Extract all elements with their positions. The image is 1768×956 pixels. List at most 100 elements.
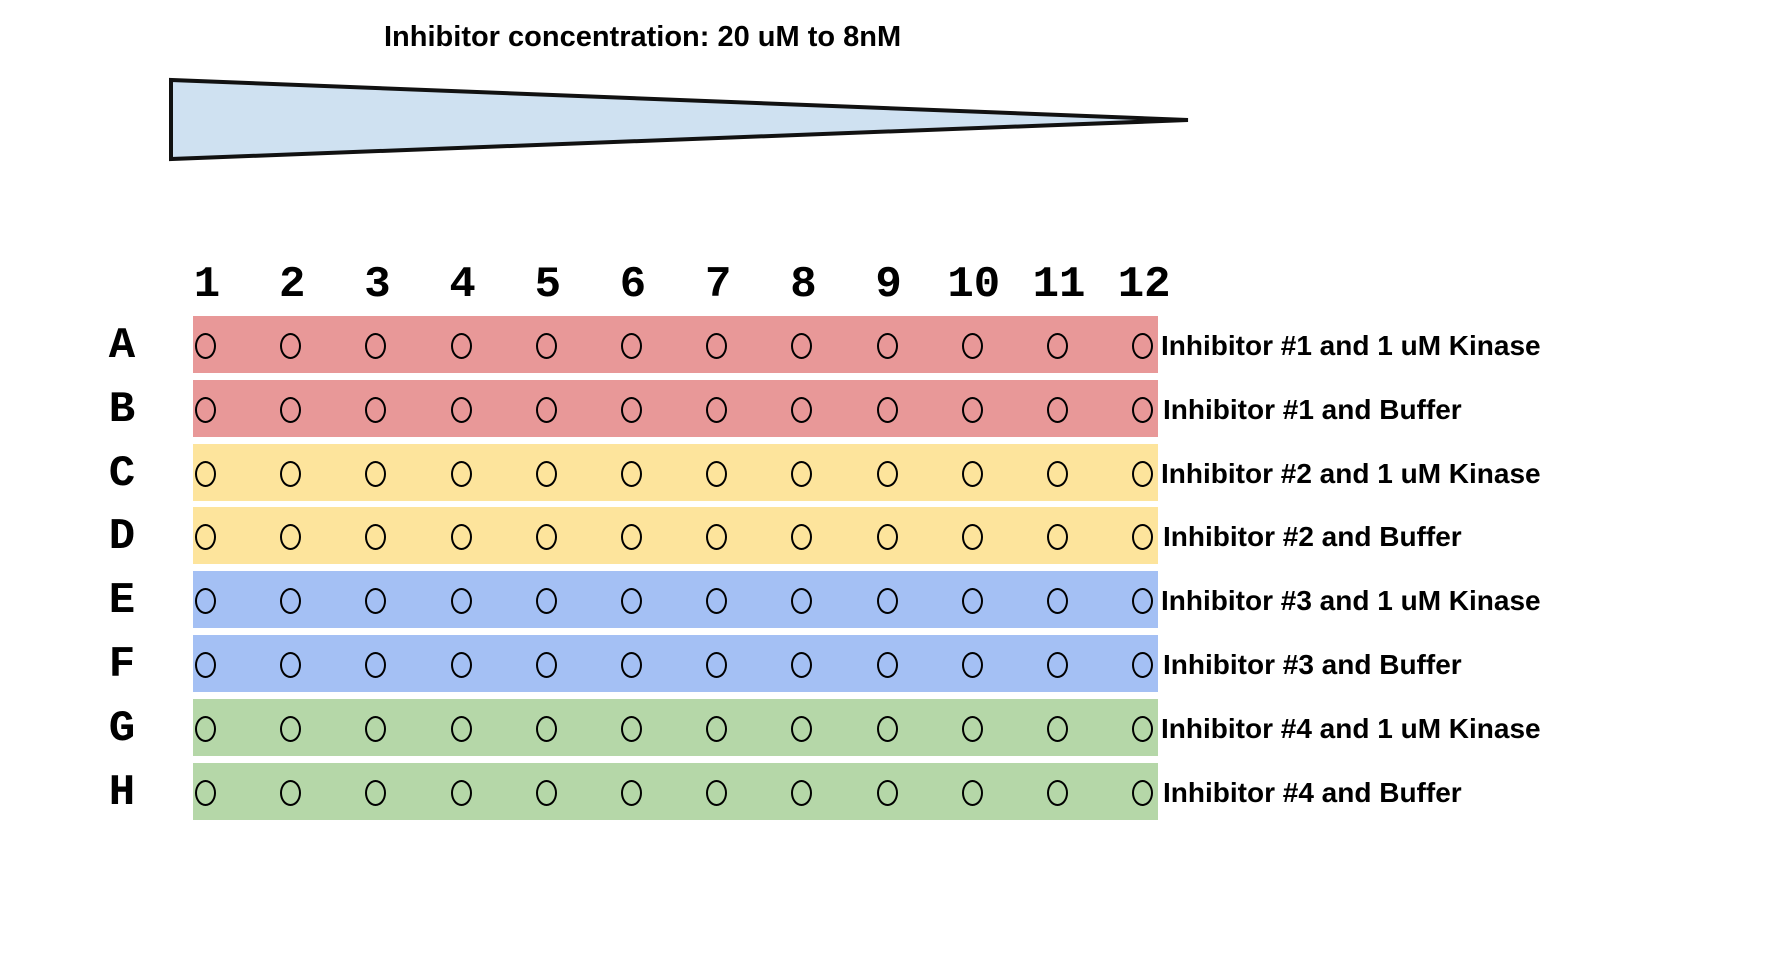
well-d5: [535, 524, 557, 551]
well-d3: [365, 524, 387, 551]
well-g5: [535, 715, 557, 742]
row-label-c: C: [108, 448, 136, 499]
column-label-3: 3: [364, 260, 391, 310]
well-h12: [1132, 779, 1154, 806]
column-label-2: 2: [278, 260, 306, 310]
well-h9: [876, 779, 898, 806]
well-f1: [195, 652, 216, 678]
well-c7: [706, 460, 728, 487]
row-label-g: G: [108, 703, 136, 754]
well-f10: [961, 652, 983, 678]
well-e12: [1132, 588, 1154, 615]
well-c3: [365, 460, 387, 487]
column-label-7: 7: [704, 260, 732, 310]
well-e5: [535, 588, 557, 615]
column-label-9: 9: [875, 260, 902, 310]
well-g3: [365, 715, 387, 742]
well-a8: [791, 333, 813, 359]
row-band-g: [193, 698, 1158, 756]
well-d11: [1047, 524, 1068, 551]
well-d9: [876, 524, 898, 551]
row-label-e: E: [108, 576, 136, 627]
row-band-a: [193, 316, 1158, 373]
column-label-5: 5: [534, 260, 561, 310]
well-a6: [621, 333, 642, 359]
well-f6: [621, 652, 642, 678]
well-g11: [1047, 715, 1068, 742]
well-h6: [621, 779, 642, 806]
well-d12: [1132, 524, 1154, 551]
row-description-g: Inhibitor #4 and 1 uM Kinase: [1161, 712, 1541, 744]
well-b2: [280, 396, 302, 423]
well-c5: [535, 460, 557, 487]
row-label-h: H: [108, 767, 136, 818]
well-h5: [535, 779, 557, 806]
column-label-10: 10: [947, 260, 1001, 310]
well-d4: [450, 524, 472, 551]
well-f9: [876, 652, 898, 678]
well-b7: [706, 396, 728, 423]
well-h11: [1047, 779, 1068, 806]
well-f2: [280, 652, 302, 678]
well-g1: [195, 715, 216, 742]
well-a5: [535, 333, 557, 359]
well-c9: [876, 460, 898, 487]
row-band-e: [193, 571, 1158, 629]
well-g7: [706, 715, 728, 742]
row-description-e: Inhibitor #3 and 1 uM Kinase: [1161, 585, 1541, 617]
well-b5: [535, 396, 557, 423]
column-label-8: 8: [790, 260, 817, 310]
row-description-d: Inhibitor #2 and Buffer: [1163, 521, 1462, 553]
column-label-6: 6: [619, 260, 647, 310]
well-g12: [1132, 715, 1154, 742]
well-h7: [706, 779, 728, 806]
concentration-gradient-wedge: [169, 77, 1189, 162]
row-band-d: [193, 507, 1158, 565]
well-f5: [535, 652, 557, 678]
row-label-b: B: [108, 384, 136, 435]
well-h1: [195, 779, 216, 806]
well-c12: [1132, 460, 1154, 487]
well-h4: [450, 779, 472, 806]
well-b11: [1047, 396, 1068, 423]
well-b10: [961, 396, 983, 423]
well-a12: [1132, 333, 1154, 359]
well-b3: [365, 396, 387, 423]
row-description-a: Inhibitor #1 and 1 uM Kinase: [1161, 330, 1541, 361]
row-description-f: Inhibitor #3 and Buffer: [1163, 649, 1462, 680]
well-f12: [1132, 652, 1154, 678]
well-e3: [365, 588, 387, 615]
well-c8: [791, 460, 813, 487]
well-e11: [1047, 588, 1068, 615]
well-c10: [961, 460, 983, 487]
concentration-title: Inhibitor concentration: 20 uM to 8nM: [384, 21, 902, 53]
well-c1: [195, 460, 216, 487]
well-h10: [961, 779, 983, 806]
well-g10: [961, 715, 983, 742]
well-a11: [1047, 333, 1068, 359]
well-c11: [1047, 460, 1068, 487]
well-a10: [961, 333, 983, 359]
row-description-c: Inhibitor #2 and 1 uM Kinase: [1161, 457, 1541, 489]
well-f3: [365, 652, 387, 678]
well-g9: [876, 715, 898, 742]
column-label-12: 12: [1117, 260, 1171, 310]
well-g2: [280, 715, 302, 742]
well-b4: [450, 396, 472, 423]
well-e10: [961, 588, 983, 615]
well-a9: [876, 333, 898, 359]
well-c4: [450, 460, 472, 487]
row-description-b: Inhibitor #1 and Buffer: [1163, 393, 1462, 425]
well-f7: [706, 652, 728, 678]
column-label-11: 11: [1032, 260, 1086, 310]
well-h3: [365, 779, 387, 806]
row-band-b: [193, 379, 1158, 437]
well-g8: [791, 715, 813, 742]
well-b8: [791, 396, 813, 423]
well-c6: [621, 460, 642, 487]
well-b12: [1132, 396, 1154, 423]
well-e1: [195, 588, 216, 615]
well-f4: [450, 652, 472, 678]
well-g4: [450, 715, 472, 742]
well-f8: [791, 652, 813, 678]
